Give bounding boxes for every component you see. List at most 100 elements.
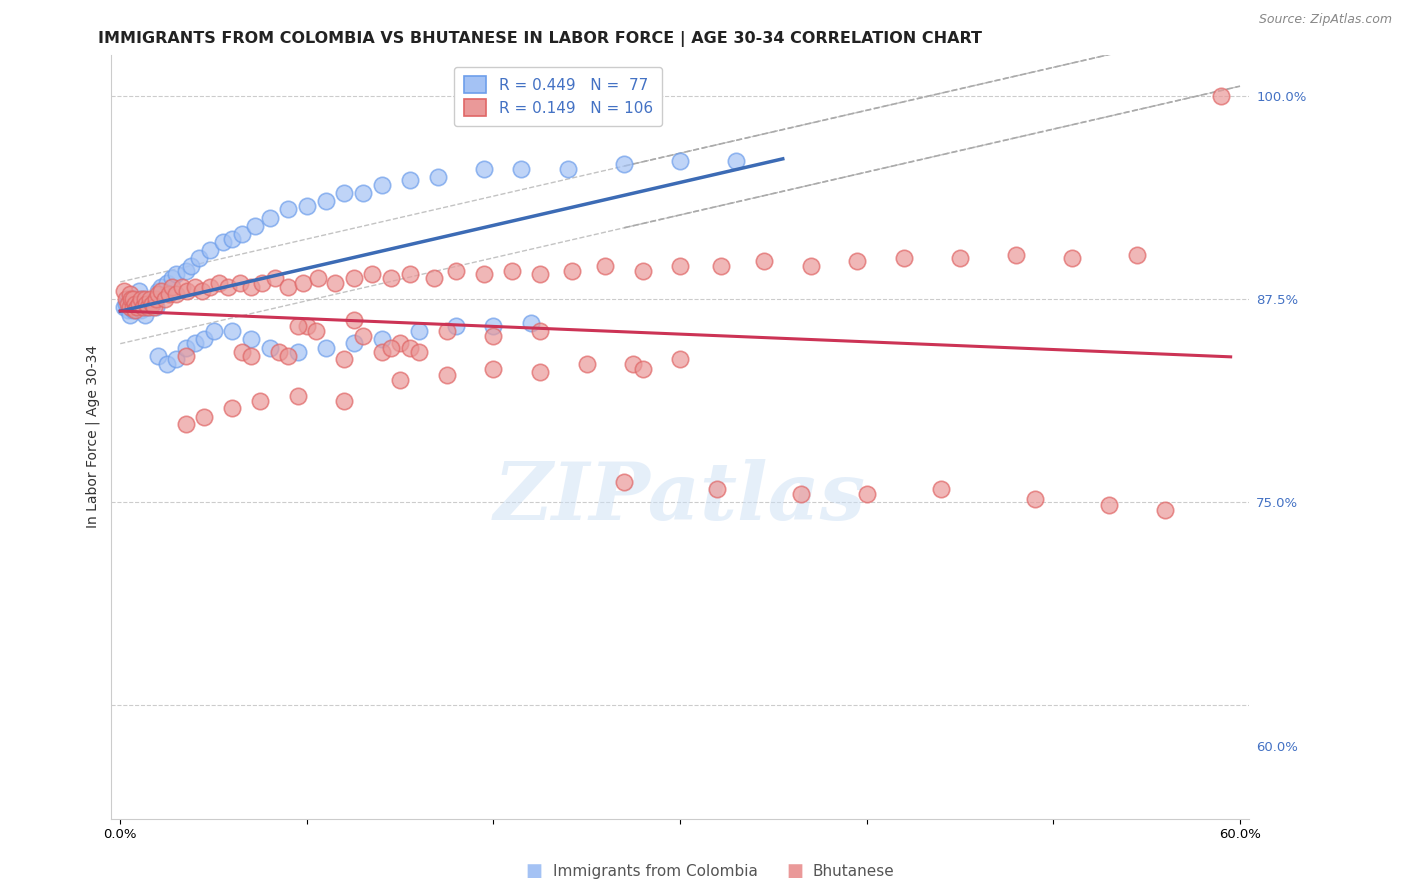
Point [631,264,654,278]
Point [370,178,392,193]
Point [141,296,163,310]
Point [231,227,253,241]
Legend: R = 0.449   N =  77, R = 0.149   N = 106: R = 0.449 N = 77, R = 0.149 N = 106 [454,67,662,126]
Point [125,303,148,318]
Point [623,357,645,371]
Point [250,276,273,290]
Point [120,292,142,306]
Point [931,482,953,496]
Point [239,280,262,294]
Point [218,280,240,294]
Point [380,341,402,355]
Point [259,211,281,225]
Point [501,264,523,278]
Point [117,292,139,306]
Point [893,251,915,265]
Point [128,292,150,306]
Point [174,417,197,431]
Point [277,202,299,217]
Point [124,300,146,314]
Y-axis label: In Labor Force | Age 30-34: In Labor Force | Age 30-34 [86,345,100,528]
Point [129,296,152,310]
Point [561,264,583,278]
Point [141,296,163,310]
Point [193,410,215,425]
Point [436,368,458,383]
Point [315,341,337,355]
Text: ■: ■ [786,862,803,880]
Point [725,153,748,168]
Point [150,280,173,294]
Point [118,300,141,314]
Point [146,287,169,301]
Point [333,394,356,409]
Point [115,292,138,306]
Point [193,333,215,347]
Point [444,264,467,278]
Point [139,292,162,306]
Point [342,313,364,327]
Point [287,389,309,403]
Point [710,260,733,274]
Point [239,349,262,363]
Point [669,351,692,366]
Text: Immigrants from Colombia: Immigrants from Colombia [553,864,758,879]
Point [482,329,505,343]
Point [398,268,420,282]
Point [125,300,148,314]
Point [846,254,869,268]
Point [529,365,551,379]
Point [191,284,214,298]
Point [145,300,167,314]
Point [150,284,173,298]
Point [370,333,392,347]
Point [949,251,972,265]
Point [128,296,150,310]
Point [165,268,187,282]
Point [122,300,145,314]
Point [575,357,598,371]
Point [135,296,157,310]
Text: Source: ZipAtlas.com: Source: ZipAtlas.com [1258,13,1392,27]
Point [264,270,287,285]
Point [165,351,187,366]
Point [122,296,145,310]
Point [131,300,153,314]
Point [142,300,165,314]
Point [398,173,420,187]
Point [131,292,153,306]
Point [124,296,146,310]
Point [128,300,150,314]
Point [212,235,235,249]
Point [790,487,813,501]
Text: IMMIGRANTS FROM COLOMBIA VS BHUTANESE IN LABOR FORCE | AGE 30-34 CORRELATION CHA: IMMIGRANTS FROM COLOMBIA VS BHUTANESE IN… [98,31,983,47]
Point [198,243,221,257]
Point [162,280,184,294]
Point [146,349,169,363]
Point [295,199,318,213]
Point [529,268,551,282]
Point [180,260,202,274]
Point [221,232,243,246]
Point [305,324,328,338]
Point [389,373,412,387]
Point [1024,491,1046,506]
Point [292,276,315,290]
Point [122,292,145,306]
Point [398,341,420,355]
Point [352,329,374,343]
Point [423,270,446,285]
Point [118,287,141,301]
Point [249,394,271,409]
Point [287,319,309,334]
Point [118,308,141,322]
Point [228,276,250,290]
Point [333,186,356,201]
Point [370,345,392,359]
Point [520,316,543,330]
Point [342,335,364,350]
Point [184,335,207,350]
Point [595,260,617,274]
Text: ■: ■ [526,862,543,880]
Point [136,296,159,310]
